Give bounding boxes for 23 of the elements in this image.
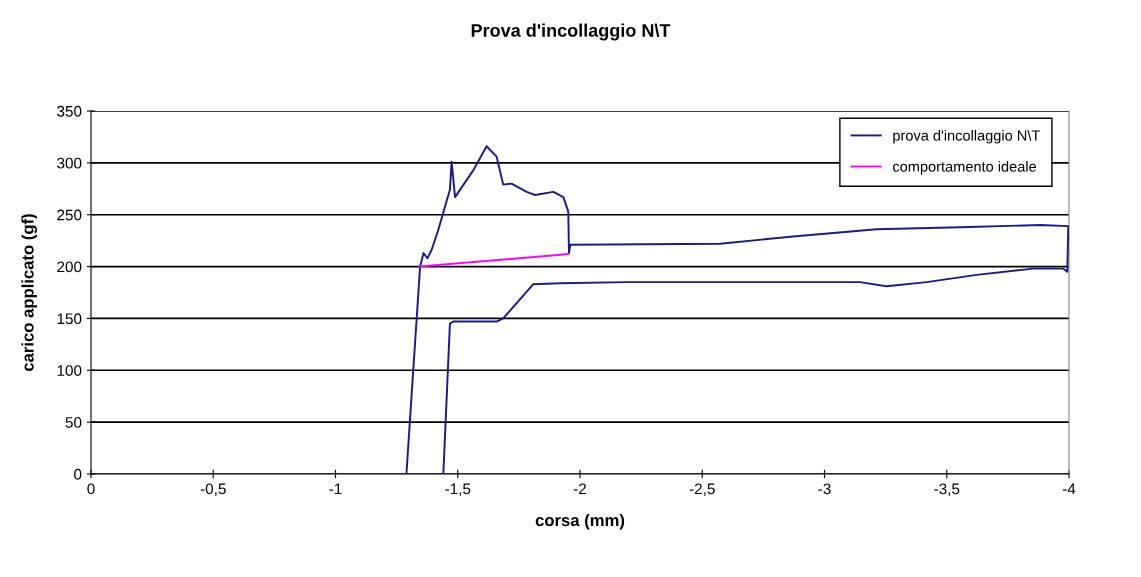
y-tick-label: 100	[57, 365, 82, 376]
x-tick-label: -1,5	[445, 483, 471, 497]
x-tick-label: -1	[329, 483, 342, 495]
legend-label: comportamento ideale	[893, 161, 1037, 175]
y-tick-label: 300	[57, 157, 82, 169]
x-axis-title: corsa (mm)	[535, 513, 625, 530]
x-tick-label: -2,5	[689, 483, 715, 497]
x-tick-label: -3	[818, 483, 831, 495]
y-tick-label: 350	[57, 105, 82, 117]
x-tick-label: 0	[87, 483, 95, 495]
y-tick-label: 150	[57, 313, 82, 325]
chart-title: Prova d'incollaggio N\T	[471, 23, 671, 41]
y-axis-title: carico applicato (gf)	[21, 214, 38, 372]
y-tick-label: 50	[65, 417, 82, 428]
x-tick-label: -3,5	[934, 483, 960, 497]
line-series	[405, 145, 1069, 474]
x-tick-label: -4	[1062, 483, 1076, 495]
y-tick-label: 200	[57, 261, 82, 273]
y-tick-label: 250	[57, 209, 82, 221]
x-tick-label: -0,5	[200, 483, 226, 497]
x-tick-label: -2	[573, 483, 587, 495]
legend-label: prova d'incollaggio N\T	[893, 129, 1040, 144]
y-tick-label: 0	[74, 468, 82, 480]
